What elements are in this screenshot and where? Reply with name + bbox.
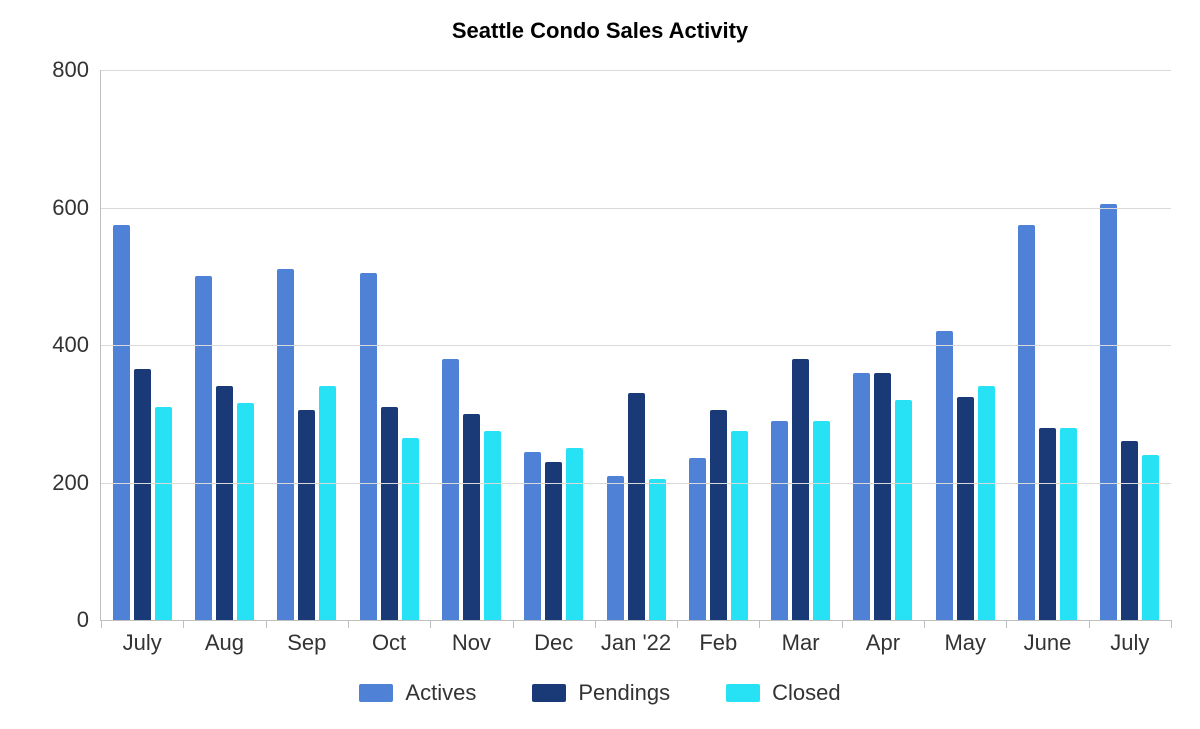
bar [813,421,830,620]
gridline [101,208,1171,209]
chart-title: Seattle Condo Sales Activity [0,18,1200,44]
x-tick [266,620,267,628]
x-tick [183,620,184,628]
bar [1060,428,1077,621]
legend-label: Closed [772,680,840,706]
x-tick-label: July [1110,630,1149,656]
bar [360,273,377,620]
bar [1100,204,1117,620]
x-tick-label: Aug [205,630,244,656]
bar [402,438,419,620]
x-tick-label: June [1024,630,1072,656]
x-tick [1171,620,1172,628]
bar [195,276,212,620]
legend: Actives Pendings Closed [0,680,1200,706]
gridline [101,345,1171,346]
bar [319,386,336,620]
bar [978,386,995,620]
legend-item: Closed [726,680,840,706]
x-tick [924,620,925,628]
x-tick [677,620,678,628]
y-tick-label: 200 [52,470,101,496]
x-tick [1006,620,1007,628]
bar [936,331,953,620]
legend-swatch [532,684,566,702]
bar [607,476,624,620]
gridline [101,483,1171,484]
bar [381,407,398,620]
bar [524,452,541,620]
legend-label: Actives [405,680,476,706]
plot-area: JulyAugSepOctNovDecJan '22FebMarAprMayJu… [100,70,1171,621]
bar [134,369,151,620]
bar [1142,455,1159,620]
legend-swatch [726,684,760,702]
bar [731,431,748,620]
x-tick [759,620,760,628]
bar [710,410,727,620]
x-tick [1089,620,1090,628]
y-tick-label: 400 [52,332,101,358]
bar [895,400,912,620]
bar [216,386,233,620]
x-tick-label: Sep [287,630,326,656]
x-tick [101,620,102,628]
gridline [101,70,1171,71]
x-tick-label: Mar [782,630,820,656]
x-tick-label: Jan '22 [601,630,671,656]
x-tick-label: Nov [452,630,491,656]
bar [628,393,645,620]
bar [957,397,974,620]
bar [463,414,480,620]
y-tick-label: 600 [52,195,101,221]
y-tick-label: 0 [77,607,101,633]
legend-item: Pendings [532,680,670,706]
bar [1018,225,1035,620]
bar [771,421,788,620]
bar [1121,441,1138,620]
x-tick-label: Dec [534,630,573,656]
x-tick [430,620,431,628]
x-tick [842,620,843,628]
bar [442,359,459,620]
bar [545,462,562,620]
y-tick-label: 800 [52,57,101,83]
x-tick-label: Oct [372,630,406,656]
bar [874,373,891,621]
bar [277,269,294,620]
x-tick [348,620,349,628]
bar [155,407,172,620]
bar [566,448,583,620]
x-tick-label: July [123,630,162,656]
legend-label: Pendings [578,680,670,706]
bar [1039,428,1056,621]
legend-swatch [359,684,393,702]
x-tick [595,620,596,628]
bar [853,373,870,621]
bar [649,479,666,620]
bar [237,403,254,620]
x-tick-label: May [944,630,986,656]
bar [298,410,315,620]
x-tick-label: Feb [699,630,737,656]
bar [113,225,130,620]
x-tick-label: Apr [866,630,900,656]
chart-container: Seattle Condo Sales Activity JulyAugSepO… [0,0,1200,729]
bar [792,359,809,620]
legend-item: Actives [359,680,476,706]
bar [484,431,501,620]
x-tick [513,620,514,628]
